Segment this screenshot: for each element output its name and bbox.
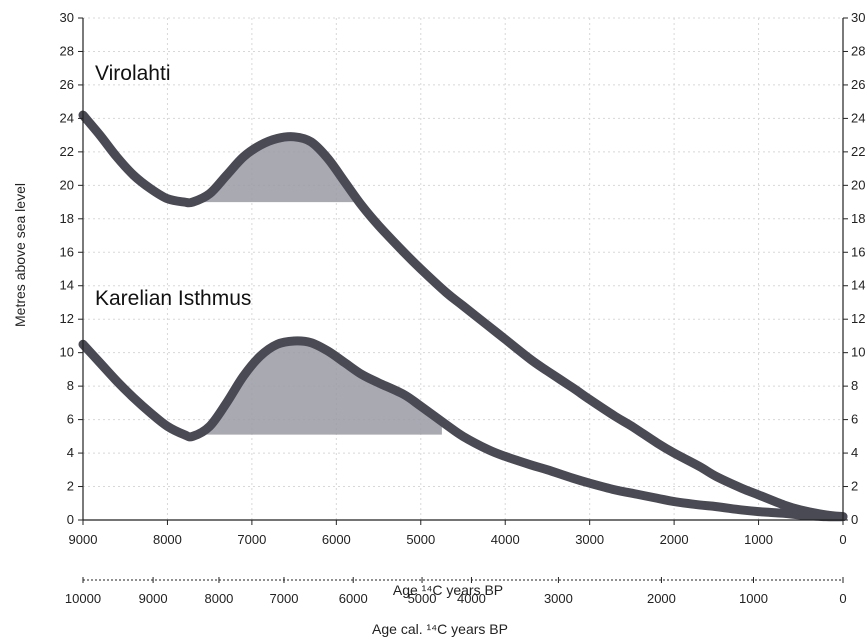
y-tick-label-right: 10 (851, 345, 865, 360)
y-tick-label: 18 (60, 211, 74, 226)
x2-tick-label: 8000 (204, 591, 233, 606)
y-tick-label-right: 20 (851, 177, 865, 192)
series-label-karelian-isthmus: Karelian Isthmus (95, 287, 251, 310)
y-tick-label-right: 6 (851, 412, 858, 427)
x-tick-label: 9000 (69, 532, 98, 547)
y-tick-label-right: 8 (851, 378, 858, 393)
y-tick-label: 28 (60, 43, 74, 58)
x-tick-label: 6000 (322, 532, 351, 547)
y-axis-title: Metres above sea level (12, 183, 28, 327)
y-tick-label: 30 (60, 10, 74, 25)
y-tick-label: 6 (67, 412, 74, 427)
y-tick-label-right: 12 (851, 311, 865, 326)
y-tick-label: 8 (67, 378, 74, 393)
y-tick-label-right: 16 (851, 244, 865, 259)
x-tick-label: 3000 (575, 532, 604, 547)
x2-tick-label: 10000 (65, 591, 101, 606)
y-tick-label-right: 4 (851, 445, 858, 460)
y-tick-label: 2 (67, 479, 74, 494)
y-tick-label: 12 (60, 311, 74, 326)
x-axis-ticks: 9000 8000 7000 6000 5000 4000 3000 2000 1000 0 (69, 520, 847, 547)
y-tick-label: 20 (60, 177, 74, 192)
y-tick-label: 0 (67, 512, 74, 527)
x2-tick-label: 7000 (270, 591, 299, 606)
grid (82, 17, 844, 521)
axes (82, 18, 844, 581)
y-tick-label-right: 28 (851, 43, 865, 58)
y-tick-label-right: 24 (851, 110, 865, 125)
y-tick-label: 16 (60, 244, 74, 259)
x2-tick-label: 0 (839, 591, 846, 606)
x2-axis-ticks: 10000 9000 8000 7000 6000 5000 4000 3000 2000 100… (65, 577, 847, 606)
y-tick-label: 24 (60, 110, 74, 125)
x-tick-label: 7000 (237, 532, 266, 547)
y-tick-label: 10 (60, 345, 74, 360)
series-lines (78, 110, 848, 522)
x-tick-label: 4000 (491, 532, 520, 547)
x2-tick-label: 3000 (544, 591, 573, 606)
y-tick-label: 22 (60, 144, 74, 159)
x2-tick-label: 4000 (457, 591, 486, 606)
y-tick-label-right: 2 (851, 479, 858, 494)
y-tick-label-right: 30 (851, 10, 865, 25)
x-axis-title: Age ¹⁴C years BP (393, 582, 503, 598)
y-tick-label-right: 22 (851, 144, 865, 159)
y-tick-label: 26 (60, 77, 74, 92)
y-tick-label-right: 26 (851, 77, 865, 92)
x-tick-label: 0 (839, 532, 846, 547)
y-tick-label-right: 0 (851, 512, 858, 527)
y-tick-label-right: 14 (851, 278, 865, 293)
x-tick-label: 1000 (744, 532, 773, 547)
x2-tick-label: 2000 (647, 591, 676, 606)
x2-tick-label: 6000 (339, 591, 368, 606)
x2-axis-title: Age cal. ¹⁴C years BP (372, 621, 508, 637)
x2-tick-label: 5000 (408, 591, 437, 606)
series-line-karelian-isthmus (78, 336, 848, 522)
x-tick-label: 2000 (660, 532, 689, 547)
series-line-virolahti (78, 110, 848, 522)
x2-tick-label: 1000 (739, 591, 768, 606)
x2-tick-label: 9000 (139, 591, 168, 606)
y-tick-label-right: 18 (851, 211, 865, 226)
x-tick-label: 8000 (153, 532, 182, 547)
shaded-region-0 (201, 136, 375, 203)
y-tick-label: 4 (67, 445, 74, 460)
y-tick-label: 14 (60, 278, 74, 293)
x-tick-label: 5000 (406, 532, 435, 547)
series-label-virolahti: Virolahti (95, 62, 171, 85)
